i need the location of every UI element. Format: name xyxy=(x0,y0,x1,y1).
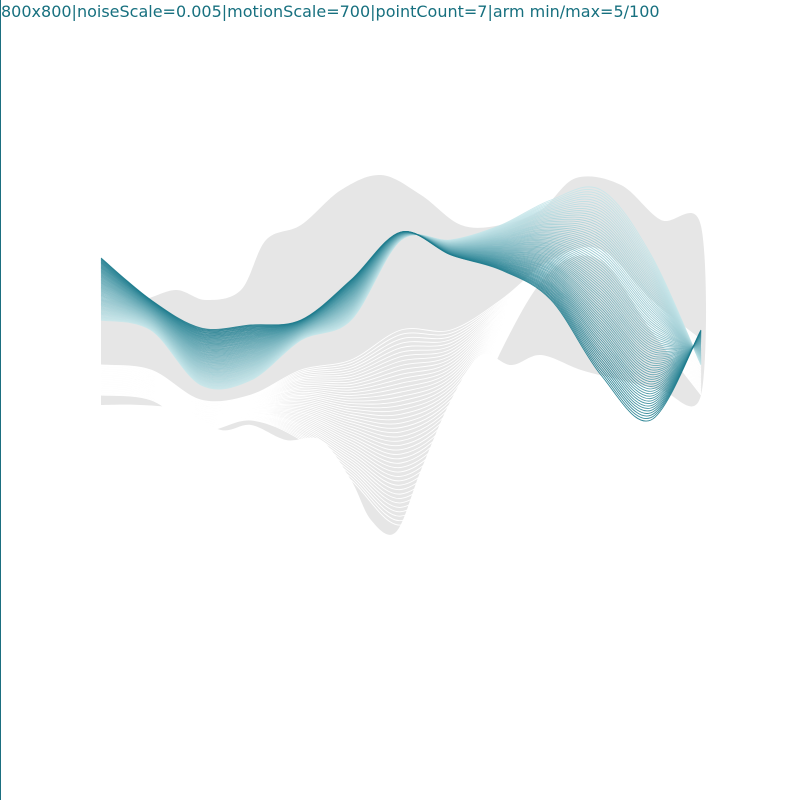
parameters-caption: 800x800|noiseScale=0.005|motionScale=700… xyxy=(1,2,660,21)
teal-line-ribbon xyxy=(100,186,702,422)
teal-line xyxy=(100,231,702,422)
